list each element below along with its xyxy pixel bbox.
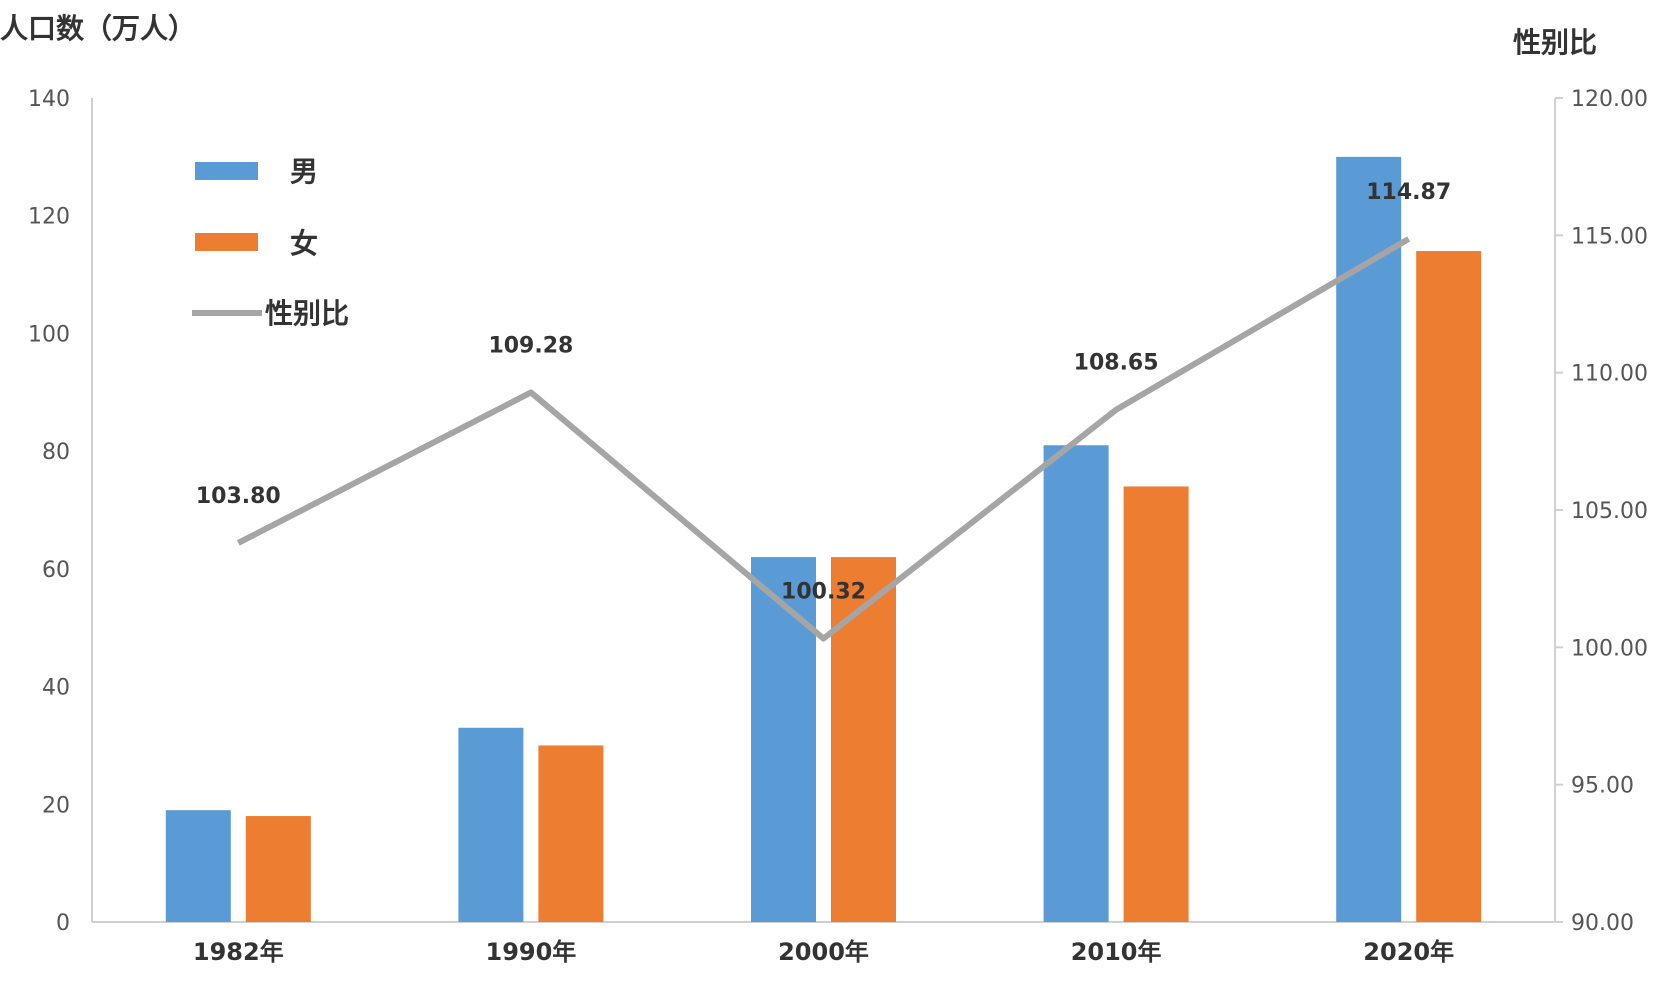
- left-tick-labels: 0 20 40 60 80 100 120 140: [28, 87, 70, 936]
- y-tick-label: 60: [42, 558, 70, 583]
- x-category-label: 2000年: [778, 938, 869, 966]
- bar-female-4: [1416, 251, 1482, 922]
- x-category-label: 2010年: [1071, 938, 1162, 966]
- y2-tick-label: 100.00: [1571, 636, 1648, 661]
- legend-label-female: 女: [290, 227, 318, 260]
- y2-tick-label: 90.00: [1571, 911, 1634, 936]
- y2-tick-label: 110.00: [1571, 362, 1648, 387]
- y2-tick-label: 120.00: [1571, 87, 1648, 112]
- bar-female-1: [538, 745, 604, 922]
- sex-ratio-data-label: 108.65: [1074, 351, 1159, 376]
- sex-ratio-data-label: 103.80: [196, 484, 281, 509]
- y-tick-label: 140: [28, 87, 70, 112]
- y-tick-label: 100: [28, 322, 70, 347]
- legend: 男 女 性别比: [192, 155, 349, 330]
- sex-ratio-line-group: 103.80 109.28 100.32 108.65 114.87: [196, 180, 1451, 642]
- y-tick-label: 0: [56, 911, 70, 936]
- y2-tick-label: 105.00: [1571, 499, 1648, 524]
- legend-swatch-female: [195, 233, 258, 251]
- y2-axis-title: 性别比: [1513, 26, 1597, 59]
- bar-female-2: [831, 557, 896, 922]
- x-category-label: 2020年: [1363, 938, 1454, 966]
- legend-swatch-male: [195, 162, 258, 180]
- axes: [91, 98, 1556, 923]
- right-tick-labels: 90.00 95.00 100.00 105.00 110.00 115.00 120.00: [1555, 87, 1648, 936]
- bar-male-4: [1336, 156, 1402, 922]
- y2-tick-label: 115.00: [1571, 224, 1648, 249]
- y-tick-label: 20: [42, 793, 70, 818]
- bar-male-2: [751, 557, 816, 922]
- y-tick-label: 80: [42, 440, 70, 465]
- sex-ratio-line: [236, 236, 1411, 642]
- bar-female-3: [1123, 486, 1189, 922]
- bar-marks: [165, 156, 1482, 922]
- y2-tick-label: 95.00: [1571, 774, 1634, 799]
- legend-label-ratio: 性别比: [265, 297, 349, 330]
- bar-female-0: [245, 816, 311, 922]
- legend-label-male: 男: [290, 155, 318, 188]
- category-labels: 1982年 1990年 2000年 2010年 2020年: [193, 938, 1454, 966]
- bar-male-0: [165, 810, 231, 922]
- y-tick-label: 40: [42, 676, 70, 701]
- x-category-label: 1990年: [486, 938, 577, 966]
- y-tick-label: 120: [28, 205, 70, 230]
- y-axis-title: 人口数（万人）: [0, 12, 196, 45]
- sex-ratio-data-label: 114.87: [1366, 180, 1451, 205]
- bar-male-3: [1043, 445, 1109, 922]
- bar-male-1: [458, 727, 524, 922]
- sex-ratio-data-label: 100.32: [781, 580, 866, 605]
- sex-ratio-data-label: 109.28: [488, 333, 573, 358]
- x-category-label: 1982年: [193, 938, 284, 966]
